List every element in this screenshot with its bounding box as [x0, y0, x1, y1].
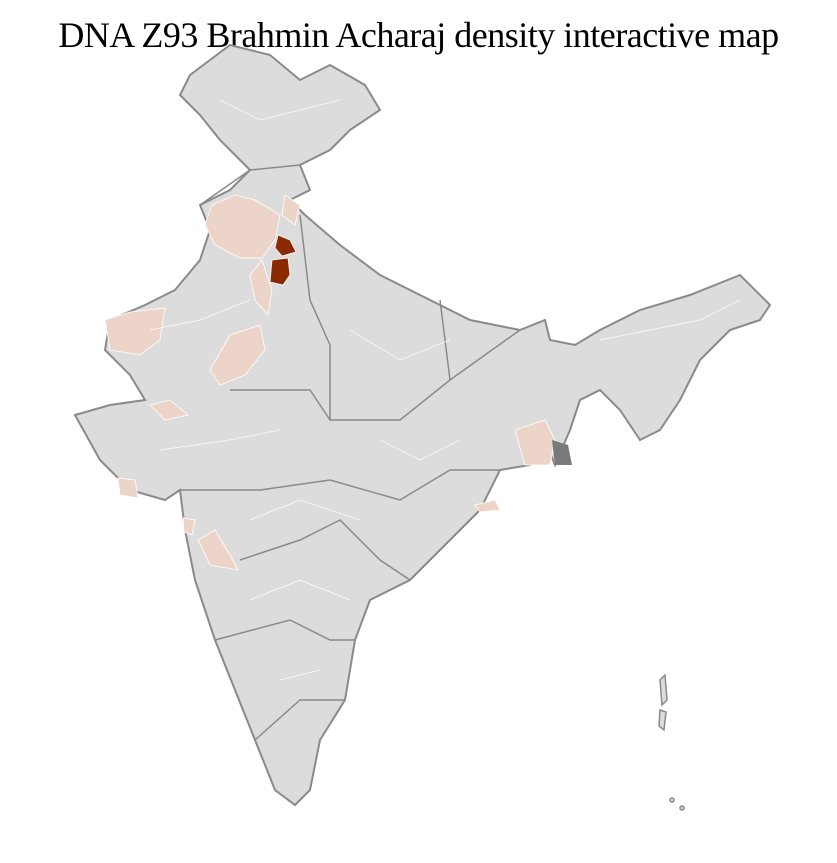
region-maharashtra[interactable] [197, 529, 239, 571]
district-borders [149, 99, 741, 681]
region-punjab[interactable] [204, 194, 281, 259]
region-gujarat-north[interactable] [149, 399, 189, 421]
region-central-rajasthan[interactable] [209, 324, 266, 386]
region-odisha[interactable] [474, 499, 501, 513]
region-maharashtra-coast[interactable] [182, 517, 196, 536]
island-small-2[interactable] [679, 805, 685, 811]
high-density-regions[interactable] [269, 234, 297, 286]
region-haryana[interactable] [249, 259, 273, 316]
region-high-2[interactable] [269, 257, 291, 286]
state-borders [180, 164, 521, 741]
region-kolkata[interactable] [552, 440, 572, 465]
region-high-1[interactable] [274, 234, 297, 257]
map-title: DNA Z93 Brahmin Acharaj density interact… [58, 15, 779, 55]
region-gujarat-south[interactable] [117, 477, 139, 499]
region-himachal[interactable] [281, 194, 301, 226]
low-density-regions[interactable] [104, 194, 556, 571]
andaman-islands[interactable] [658, 673, 685, 811]
island-small-1[interactable] [669, 797, 675, 803]
island-north[interactable] [659, 673, 668, 707]
region-west-bengal[interactable] [514, 419, 556, 466]
region-west-rajasthan[interactable] [104, 307, 166, 356]
island-south[interactable] [658, 708, 667, 732]
